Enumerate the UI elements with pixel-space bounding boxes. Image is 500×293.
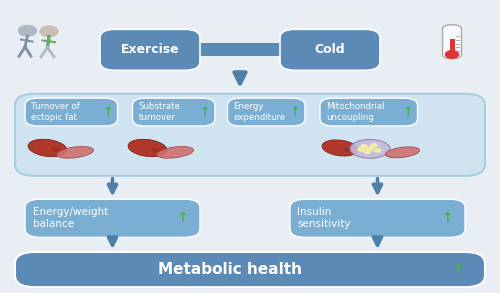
Circle shape bbox=[358, 148, 364, 151]
Text: Energy
expenditure: Energy expenditure bbox=[234, 102, 285, 122]
Ellipse shape bbox=[156, 146, 194, 158]
FancyBboxPatch shape bbox=[25, 199, 200, 237]
Circle shape bbox=[374, 149, 380, 152]
Text: Exercise: Exercise bbox=[120, 43, 180, 56]
FancyBboxPatch shape bbox=[450, 39, 454, 54]
FancyBboxPatch shape bbox=[200, 43, 280, 56]
Text: Mitochondrial
uncoupling: Mitochondrial uncoupling bbox=[326, 102, 384, 122]
FancyBboxPatch shape bbox=[442, 25, 462, 59]
Text: ↑: ↑ bbox=[402, 105, 413, 119]
Text: Cold: Cold bbox=[314, 43, 346, 56]
Ellipse shape bbox=[151, 148, 164, 153]
Text: Metabolic health: Metabolic health bbox=[158, 262, 302, 277]
Ellipse shape bbox=[51, 148, 64, 153]
Text: ↑: ↑ bbox=[200, 105, 210, 119]
Circle shape bbox=[40, 26, 58, 37]
Circle shape bbox=[18, 25, 36, 36]
Text: Energy/weight
balance: Energy/weight balance bbox=[32, 207, 108, 229]
FancyBboxPatch shape bbox=[15, 252, 485, 287]
Ellipse shape bbox=[56, 146, 94, 158]
Text: ↑: ↑ bbox=[176, 211, 188, 225]
FancyBboxPatch shape bbox=[132, 98, 215, 126]
Text: ↑: ↑ bbox=[451, 262, 464, 277]
Ellipse shape bbox=[128, 139, 167, 157]
Circle shape bbox=[371, 144, 377, 147]
Text: Substrate
turnover: Substrate turnover bbox=[138, 102, 180, 122]
Text: Turnover of
ectopic fat: Turnover of ectopic fat bbox=[31, 102, 80, 122]
Text: ↑: ↑ bbox=[102, 105, 113, 119]
Circle shape bbox=[364, 150, 370, 154]
FancyBboxPatch shape bbox=[15, 94, 485, 176]
FancyBboxPatch shape bbox=[290, 199, 465, 237]
Ellipse shape bbox=[322, 140, 358, 156]
FancyBboxPatch shape bbox=[280, 29, 380, 70]
Ellipse shape bbox=[350, 139, 390, 158]
FancyBboxPatch shape bbox=[100, 29, 200, 70]
FancyBboxPatch shape bbox=[228, 98, 305, 126]
Text: ↑: ↑ bbox=[442, 211, 454, 225]
Text: ↑: ↑ bbox=[290, 105, 300, 119]
Ellipse shape bbox=[28, 139, 67, 157]
Circle shape bbox=[446, 51, 458, 58]
Ellipse shape bbox=[344, 148, 355, 153]
FancyBboxPatch shape bbox=[25, 98, 118, 126]
FancyBboxPatch shape bbox=[320, 98, 418, 126]
Text: Insulin
sensitivity: Insulin sensitivity bbox=[298, 207, 351, 229]
Circle shape bbox=[367, 147, 373, 151]
Ellipse shape bbox=[386, 147, 420, 158]
Circle shape bbox=[361, 145, 367, 148]
